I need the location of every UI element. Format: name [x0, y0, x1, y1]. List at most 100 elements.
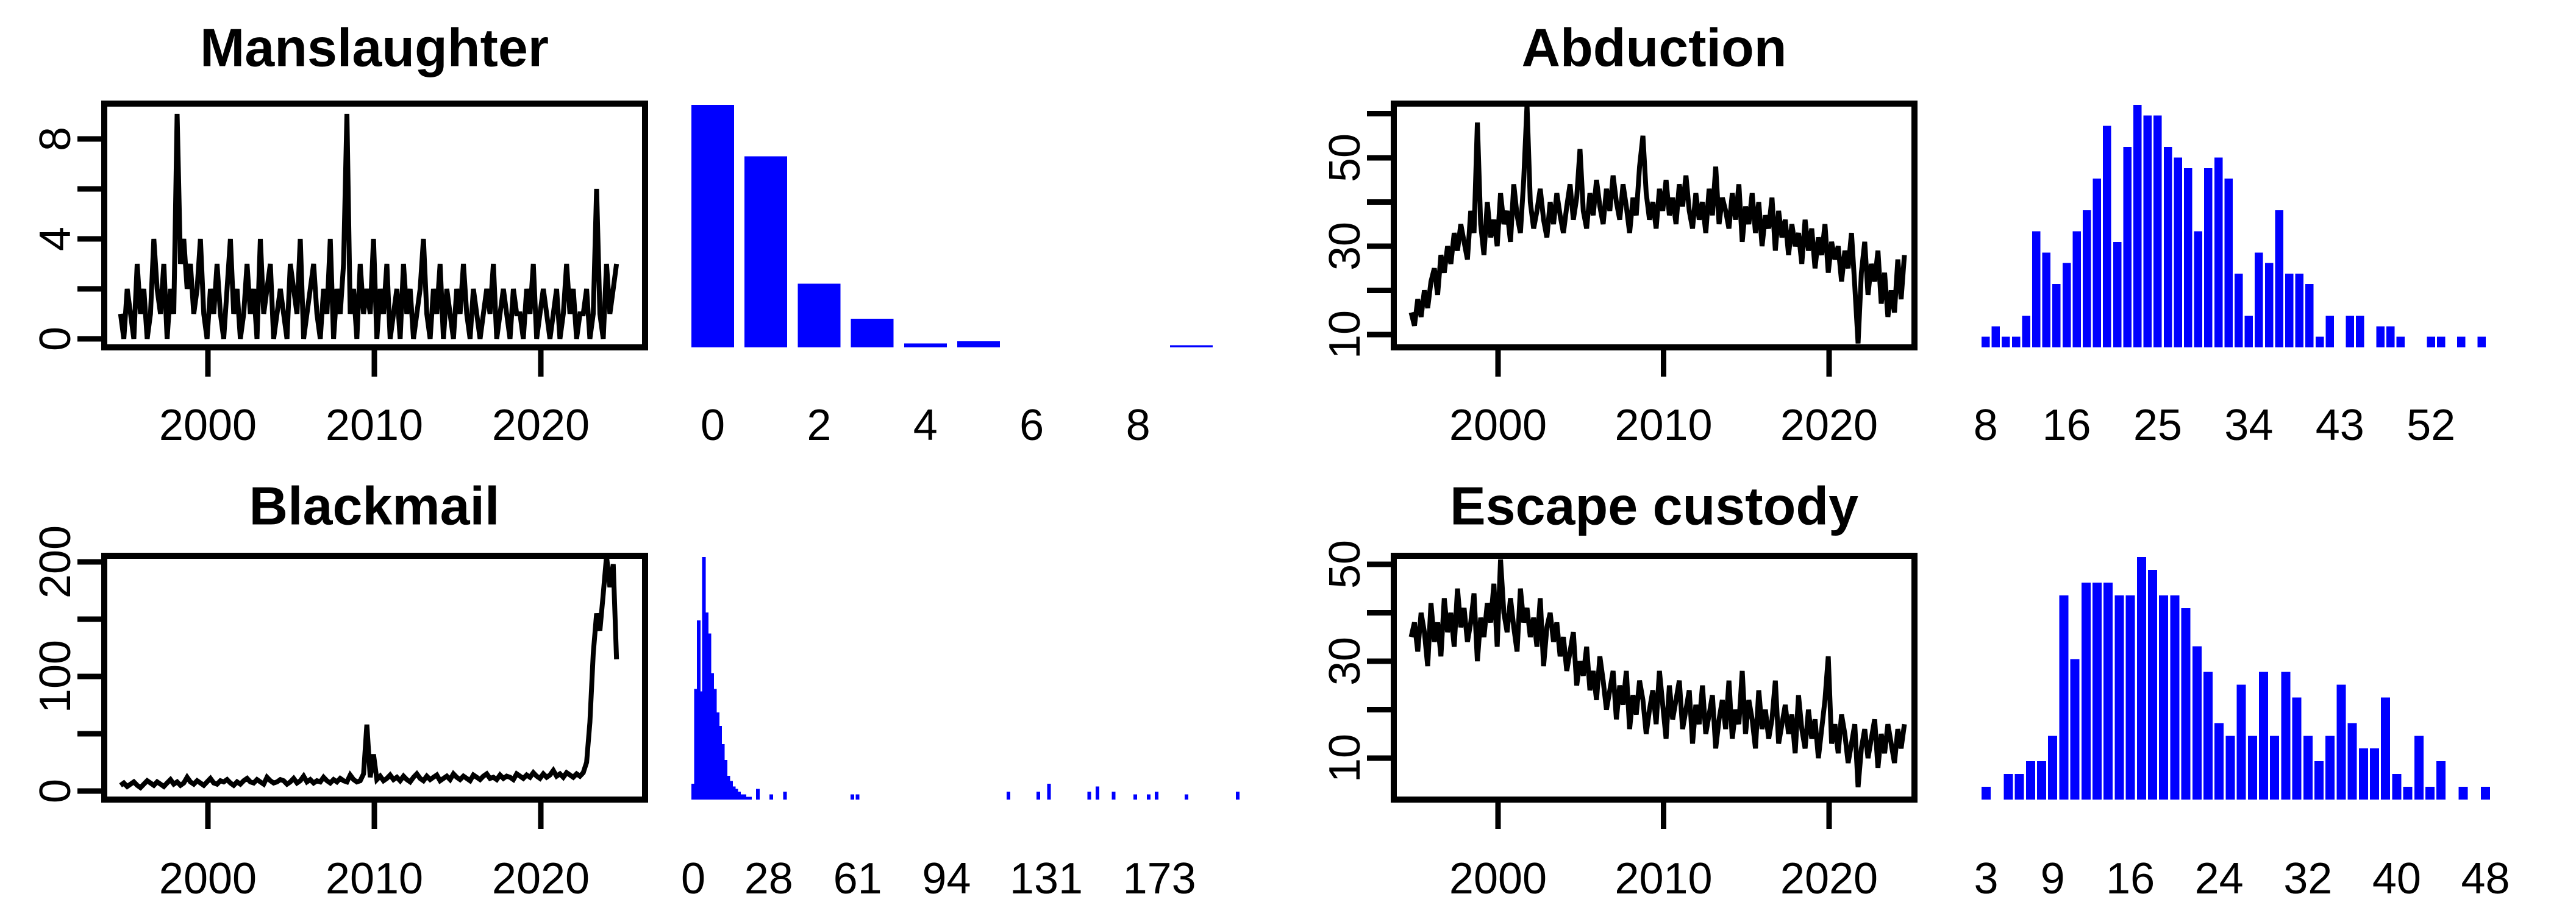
hist-bar	[2174, 157, 2182, 347]
spike-bar	[1155, 792, 1159, 800]
hist-bar	[2059, 595, 2069, 800]
hist-bar	[2113, 242, 2122, 347]
hist-bar	[2163, 147, 2172, 347]
hist-bar	[2048, 736, 2058, 800]
y-tick-label: 0	[31, 779, 80, 803]
panel-title-abduction: Abduction	[1521, 18, 1786, 78]
hist-bar	[2275, 210, 2283, 347]
timeseries-line	[118, 113, 619, 339]
hist-bar	[2225, 736, 2235, 800]
hist-bar	[2037, 761, 2046, 800]
y-tick-label: 30	[1321, 222, 1369, 271]
spike-bar	[745, 797, 749, 800]
hist-tick-label: 8	[1974, 401, 1998, 450]
hist-bar	[2370, 748, 2379, 800]
hist-bar	[2244, 316, 2253, 347]
hist-tick-label: 24	[2195, 854, 2244, 903]
plot-box	[1391, 553, 1918, 803]
hist-bar	[2255, 252, 2263, 347]
hist-bar	[1982, 787, 1991, 800]
hist-bar	[2011, 336, 2021, 347]
hist-tick-label: 16	[2106, 854, 2155, 903]
hist-bar	[2305, 284, 2314, 347]
hist-bar	[2336, 684, 2346, 800]
spike-bar	[1047, 784, 1051, 800]
hist-tick-label: 9	[2041, 854, 2065, 903]
hist-bar	[2247, 736, 2257, 800]
hist-tick-label: 25	[2133, 401, 2182, 450]
hist-bar	[2194, 231, 2203, 347]
hist-bar	[2025, 761, 2035, 800]
x-tick-label: 2020	[492, 854, 590, 903]
hist-bar	[2022, 316, 2030, 347]
panel-blackmail-timeseries: 0 100 200 2000 2010 2020	[31, 525, 648, 903]
hist-bar	[2184, 168, 2192, 347]
x-tick-label: 2000	[1449, 401, 1547, 450]
spike-tick-label: 173	[1123, 854, 1196, 903]
spike-bar	[718, 725, 722, 800]
hist-tick-label: 48	[2461, 854, 2510, 903]
hist-bar	[1991, 326, 2000, 347]
hist-bar	[2203, 672, 2213, 800]
spike-bar	[696, 620, 701, 800]
hist-bar	[2425, 787, 2435, 800]
panel-escape-custody-frequency: 3 9 16 24 32 40 48	[1974, 557, 2510, 903]
hist-tick-label: 2	[807, 401, 831, 450]
hist-bar	[2236, 684, 2246, 800]
hist-tick-label: 52	[2407, 401, 2455, 450]
y-tick-label: 50	[1321, 540, 1369, 589]
hist-bar	[2014, 774, 2024, 800]
hist-bar	[851, 318, 894, 347]
hist-bar	[2477, 336, 2486, 347]
hist-bar	[691, 105, 734, 347]
hist-bar	[1169, 345, 1213, 347]
spike-bar	[721, 744, 725, 800]
x-tick-label: 2010	[1614, 854, 1712, 903]
hist-bar	[2125, 595, 2135, 800]
hist-bar	[2325, 736, 2335, 800]
hist-bar	[2153, 115, 2162, 348]
spike-tick-label: 28	[744, 854, 793, 903]
spike-bar	[694, 689, 698, 800]
spike-bar	[1087, 792, 1091, 800]
hist-bar	[2436, 761, 2446, 800]
spike-bar	[740, 794, 744, 800]
hist-bar	[2062, 263, 2071, 347]
hist-bar	[2003, 774, 2013, 800]
hist-bar	[2103, 126, 2111, 347]
hist-bar	[2347, 723, 2357, 800]
spike-bar	[743, 794, 746, 800]
hist-tick-label: 32	[2283, 854, 2332, 903]
hist-bar	[2002, 336, 2010, 347]
hist-bar	[2376, 326, 2385, 347]
hist-tick-label: 40	[2372, 854, 2421, 903]
spike-bar	[1147, 794, 1151, 800]
y-tick-label: 0	[31, 327, 80, 351]
hist-tick-label: 0	[701, 401, 725, 450]
hist-bar	[2052, 284, 2061, 347]
hist-bar	[2170, 595, 2180, 800]
hist-bar	[1982, 336, 1990, 347]
hist-bar	[2114, 595, 2124, 800]
hist-bar	[2143, 115, 2152, 348]
hist-bar	[2214, 157, 2223, 347]
spike-bar	[726, 776, 730, 800]
hist-bar	[2136, 557, 2146, 800]
spike-bar	[850, 794, 854, 800]
hist-bar	[2192, 646, 2202, 800]
hist-bar	[2181, 608, 2191, 800]
hist-bar	[2437, 336, 2446, 347]
panel-manslaughter-timeseries: 0 4 8 2000 2010 2020	[31, 101, 648, 450]
hist-bar	[797, 283, 841, 347]
spike-tick-label: 61	[833, 854, 882, 903]
hist-bar	[2224, 179, 2233, 347]
timeseries-line	[1408, 559, 1907, 788]
spike-bar	[734, 789, 738, 800]
panel-title-blackmail: Blackmail	[249, 476, 500, 536]
hist-bar	[2270, 736, 2280, 800]
spike-bar	[707, 633, 712, 800]
spike-bar	[713, 689, 717, 800]
hist-tick-label: 43	[2316, 401, 2364, 450]
hist-tick-label: 8	[1126, 401, 1151, 450]
